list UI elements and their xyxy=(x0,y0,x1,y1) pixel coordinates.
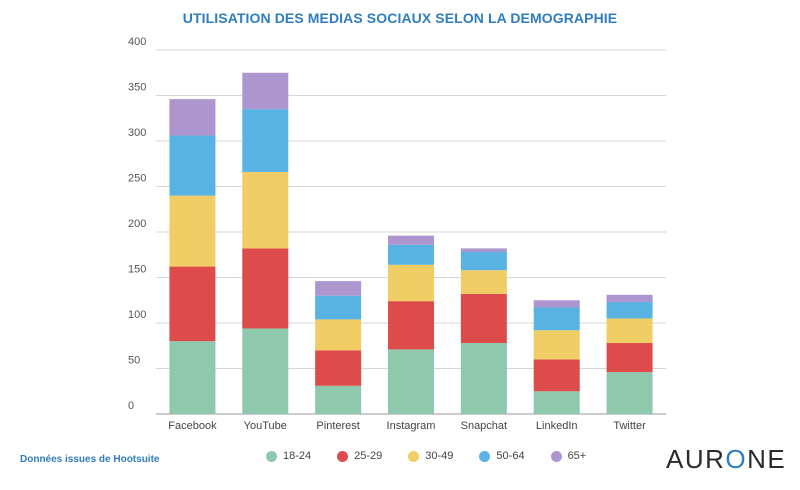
bar-segment-snapchat-30-49 xyxy=(460,270,507,294)
bar-segment-linkedin-18-24 xyxy=(533,391,580,414)
bar-segment-linkedin-50-64 xyxy=(533,307,580,331)
x-tick-label: YouTube xyxy=(244,420,287,432)
legend-label-25-29: 25-29 xyxy=(354,450,383,462)
bar-segment-twitter-50-64 xyxy=(606,302,653,319)
x-tick-label: LinkedIn xyxy=(536,420,578,432)
x-tick-label: Twitter xyxy=(613,420,646,432)
source-note: Données issues de Hootsuite xyxy=(20,454,160,465)
bar-segment-pinterest-65plus xyxy=(315,281,362,296)
x-tick-label: Pinterest xyxy=(316,420,359,432)
logo-suffix: NE xyxy=(747,444,787,474)
legend: 18-24 25-29 30-49 50-64 65+ xyxy=(266,450,586,462)
bar-segment-instagram-50-64 xyxy=(388,244,434,265)
x-tick-label: Instagram xyxy=(387,420,436,432)
legend-swatch-30-49 xyxy=(408,450,420,462)
bar-segment-youtube-18-24 xyxy=(242,328,289,414)
y-tick-label: 0 xyxy=(128,400,134,412)
legend-swatch-18-24 xyxy=(266,450,277,462)
x-tick-label: Facebook xyxy=(168,420,217,432)
y-tick-label: 300 xyxy=(128,127,146,139)
bar-segment-twitter-18-24 xyxy=(606,372,653,414)
y-tick-label: 400 xyxy=(128,36,146,48)
bar-segment-pinterest-18-24 xyxy=(315,385,362,414)
bar-segment-snapchat-18-24 xyxy=(460,343,507,414)
y-tick-label: 350 xyxy=(128,82,146,94)
x-tick-label: Snapchat xyxy=(461,420,507,432)
bar-segment-twitter-65plus xyxy=(606,294,653,303)
bar-segment-pinterest-30-49 xyxy=(315,319,362,351)
legend-label-65-plus: 65+ xyxy=(567,450,587,462)
bar-segment-linkedin-30-49 xyxy=(533,330,580,360)
y-tick-label: 250 xyxy=(128,173,146,185)
bar-segment-youtube-50-64 xyxy=(242,109,289,172)
bar-segment-linkedin-65plus xyxy=(533,300,580,308)
bar-segment-pinterest-25-29 xyxy=(315,350,362,386)
bar-segment-youtube-30-49 xyxy=(242,171,289,249)
legend-label-18-24: 18-24 xyxy=(283,450,312,462)
y-tick-label: 100 xyxy=(128,309,146,321)
y-tick-label: 150 xyxy=(128,264,146,276)
legend-swatch-25-29 xyxy=(337,450,349,462)
y-tick-label: 200 xyxy=(128,218,146,230)
bar-segment-linkedin-25-29 xyxy=(533,359,580,392)
legend-swatch-50-64 xyxy=(479,450,491,462)
legend-swatch-65-plus xyxy=(550,450,562,462)
bar-segment-youtube-25-29 xyxy=(242,248,289,329)
bar-segment-youtube-65plus xyxy=(242,72,289,110)
legend-item-18-24: 18-24 xyxy=(266,450,311,462)
legend-item-50-64: 50-64 xyxy=(479,450,525,462)
bar-segment-snapchat-25-29 xyxy=(460,293,507,344)
bar-segment-pinterest-50-64 xyxy=(315,295,362,320)
bar-segment-facebook-18-24 xyxy=(169,341,216,414)
bar-segment-instagram-25-29 xyxy=(388,301,434,350)
bar-segment-facebook-65plus xyxy=(169,99,216,136)
aurone-logo: AURONE xyxy=(666,444,786,475)
bar-segment-facebook-30-49 xyxy=(169,195,216,267)
y-tick-label: 50 xyxy=(128,355,140,367)
bar-segment-facebook-25-29 xyxy=(169,266,216,342)
stacked-bar-chart: 0 50 100 150 200 250 300 350 400 Facebook YouTube P… xyxy=(128,36,666,432)
legend-label-30-49: 30-49 xyxy=(425,450,454,462)
logo-o-power-icon: O xyxy=(725,444,748,474)
bar-segment-instagram-18-24 xyxy=(388,349,434,414)
legend-item-30-49: 30-49 xyxy=(408,450,453,462)
bar-segment-twitter-30-49 xyxy=(606,318,653,344)
legend-item-25-29: 25-29 xyxy=(337,450,382,462)
legend-item-65-plus: 65+ xyxy=(550,450,587,462)
bar-segment-twitter-25-29 xyxy=(606,343,653,373)
bar-segment-snapchat-65plus xyxy=(460,248,507,253)
chart-title: UTILISATION DES MEDIAS SOCIAUX SELON LA … xyxy=(182,10,618,26)
bar-segment-instagram-30-49 xyxy=(388,264,434,302)
logo-prefix: AUR xyxy=(666,444,726,474)
bar-segment-instagram-65plus xyxy=(388,235,434,245)
bar-segment-snapchat-50-64 xyxy=(460,252,507,271)
legend-label-50-64: 50-64 xyxy=(496,450,525,462)
bar-segment-facebook-50-64 xyxy=(169,135,216,196)
